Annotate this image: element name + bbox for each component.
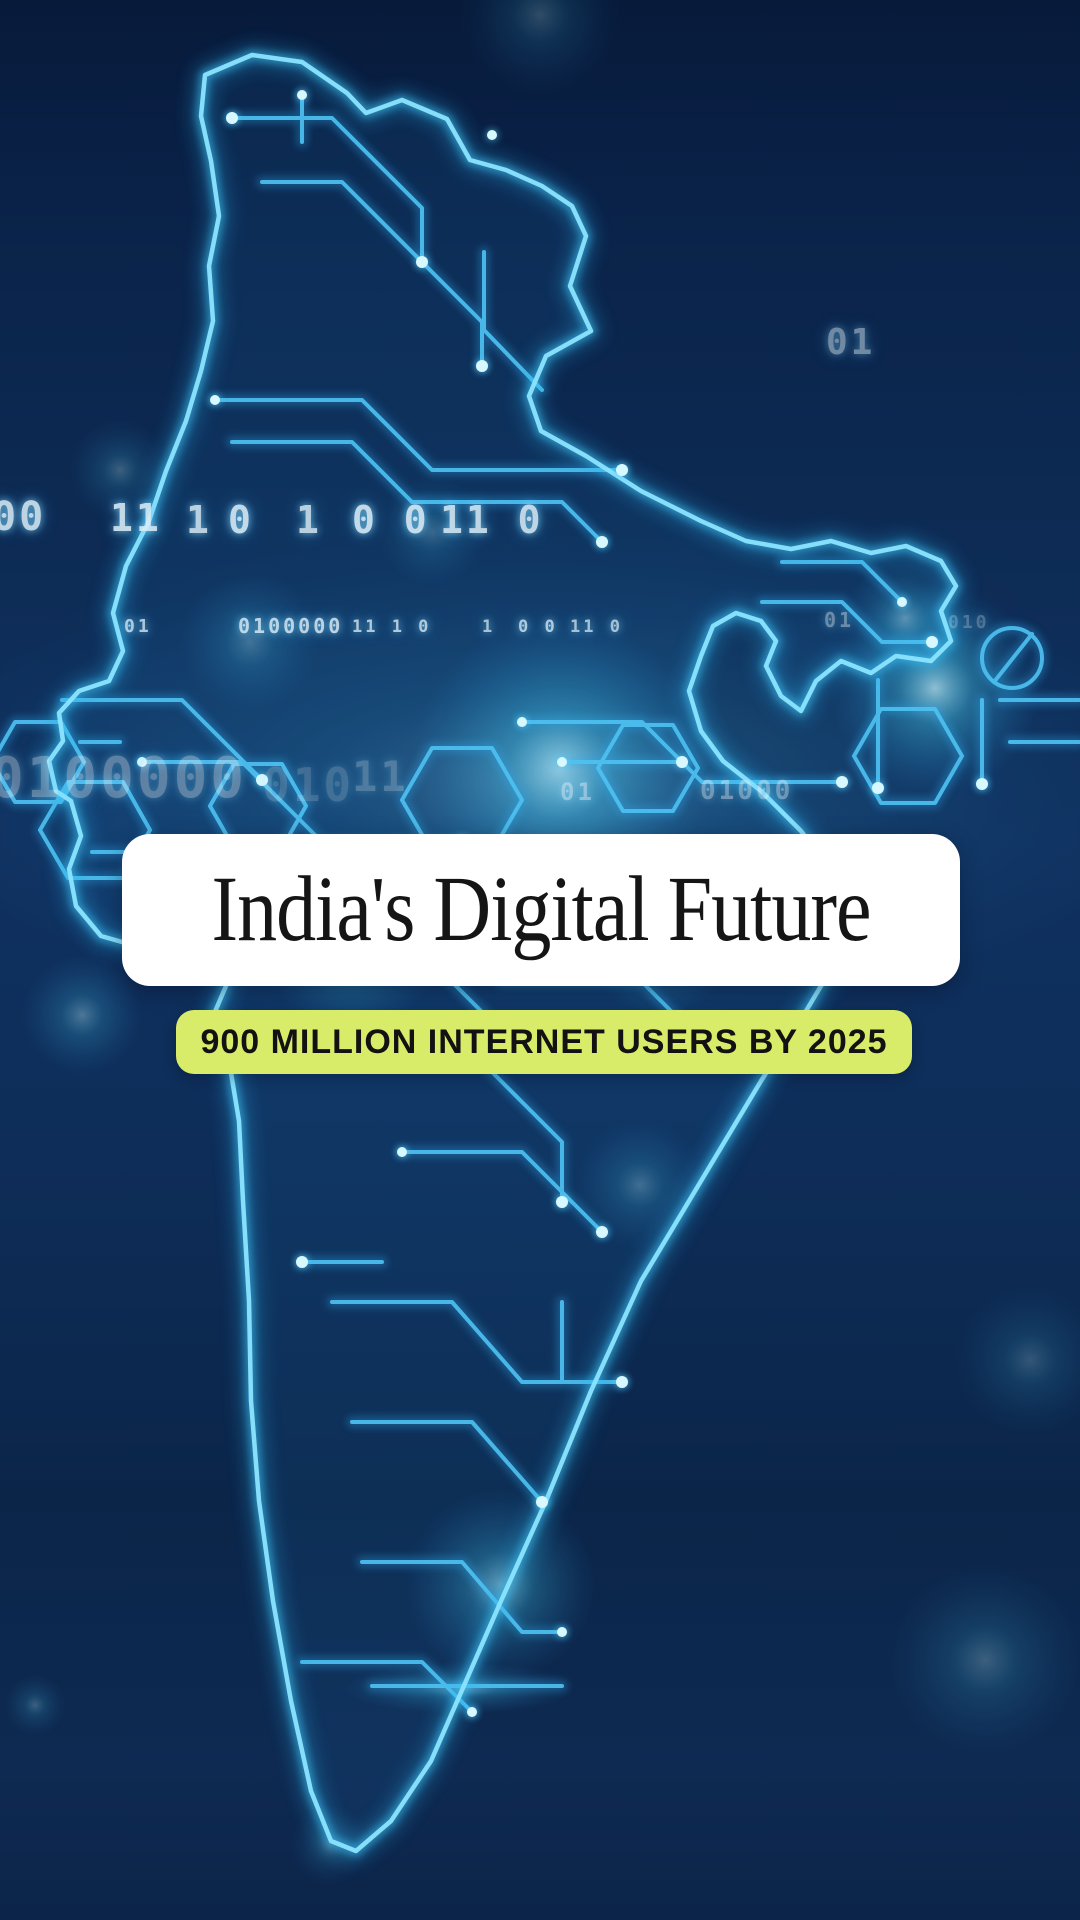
subtitle-banner: 900 MILLION INTERNET USERS BY 2025 [176, 1010, 912, 1074]
title-banner: India's Digital Future [122, 834, 960, 986]
subtitle-text: 900 MILLION INTERNET USERS BY 2025 [200, 1022, 888, 1061]
title-text: India's Digital Future [211, 858, 872, 961]
